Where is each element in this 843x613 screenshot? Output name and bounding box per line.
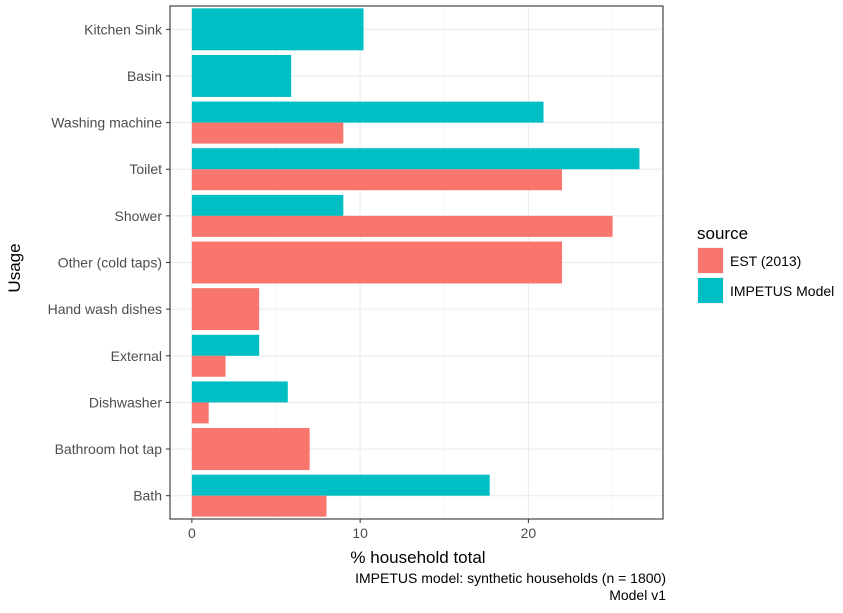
- y-tick-label: Shower: [115, 208, 163, 224]
- bar-impetus-model: [191, 8, 364, 51]
- axes: Kitchen Sink Basin Washing machine Toilet Sh…: [48, 5, 664, 541]
- legend-swatch: [698, 278, 723, 303]
- bar-est-2013: [191, 495, 327, 517]
- bar-est-2013: [191, 241, 563, 284]
- legend-label: IMPETUS Model: [730, 283, 834, 299]
- y-tick-label: Kitchen Sink: [84, 21, 163, 37]
- bar-est-2013: [191, 169, 563, 191]
- y-tick-label: Bathroom hot tap: [55, 441, 163, 457]
- bar-est-2013: [191, 402, 209, 424]
- legend-label: EST (2013): [730, 253, 801, 269]
- x-tick-label: 20: [521, 525, 537, 541]
- caption-line-2: Model v1: [609, 587, 666, 603]
- y-tick-label: Hand wash dishes: [48, 301, 162, 317]
- y-tick-label: Bath: [133, 488, 162, 504]
- legend: source EST (2013) IMPETUS Model: [697, 224, 834, 304]
- caption-line-1: IMPETUS model: synthetic households (n =…: [355, 570, 666, 586]
- bar-impetus-model: [191, 334, 260, 356]
- bar-impetus-model: [191, 148, 640, 170]
- y-tick-label: Basin: [127, 68, 162, 84]
- bars: [191, 8, 640, 517]
- legend-title: source: [697, 224, 748, 243]
- bar-est-2013: [191, 288, 260, 331]
- bar-impetus-model: [191, 194, 344, 216]
- y-tick-label: Washing machine: [51, 115, 162, 131]
- bar-impetus-model: [191, 101, 544, 123]
- x-axis-title: % household total: [350, 548, 485, 567]
- bar-impetus-model: [191, 381, 288, 403]
- legend-swatch: [698, 248, 723, 273]
- y-tick-label: Toilet: [129, 161, 162, 177]
- x-tick-label: 10: [352, 525, 368, 541]
- y-tick-label: Other (cold taps): [58, 255, 162, 271]
- y-tick-label: Dishwasher: [89, 394, 162, 410]
- bar-est-2013: [191, 428, 310, 471]
- bar-est-2013: [191, 122, 344, 144]
- x-tick-label: 0: [188, 525, 196, 541]
- legend-items: EST (2013) IMPETUS Model: [697, 247, 834, 304]
- y-axis-title: Usage: [5, 243, 24, 292]
- bar-impetus-model: [191, 474, 490, 496]
- bar-est-2013: [191, 215, 613, 237]
- y-tick-label: External: [111, 348, 162, 364]
- bar-impetus-model: [191, 54, 292, 97]
- bar-est-2013: [191, 355, 226, 377]
